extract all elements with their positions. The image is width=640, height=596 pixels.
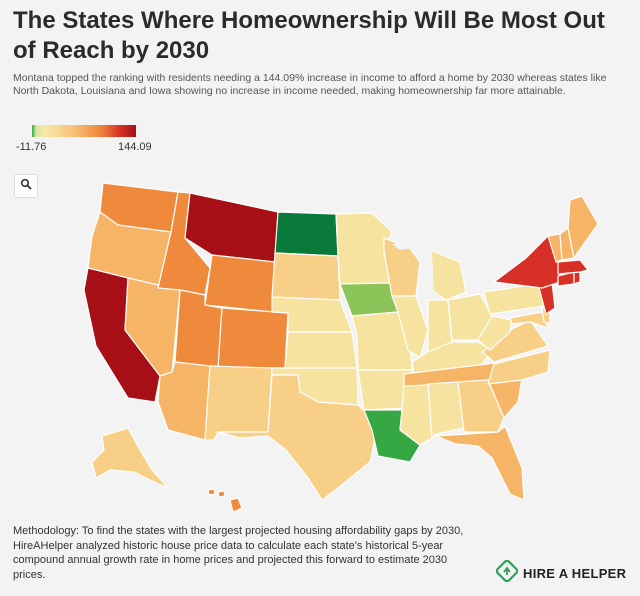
state-WY[interactable] [204, 254, 276, 313]
state-ME[interactable] [567, 195, 599, 259]
state-AZ[interactable] [157, 361, 211, 441]
brand-name: HIRE A HELPER [523, 566, 627, 581]
page-subtitle: Montana topped the ranking with resident… [13, 72, 607, 97]
state-WV[interactable] [477, 315, 513, 351]
map-search-button[interactable] [14, 174, 38, 198]
hireahelper-logo-icon [495, 559, 519, 587]
legend-max-label: 144.09 [118, 141, 152, 153]
state-AK[interactable] [91, 427, 169, 489]
lake-superior [392, 238, 432, 250]
state-PA[interactable] [483, 283, 545, 315]
legend-min-label: -11.76 [16, 141, 47, 153]
hireahelper-logo[interactable]: HIRE A HELPER [495, 559, 627, 587]
state-CO[interactable] [217, 307, 289, 369]
state-RI[interactable] [573, 271, 581, 285]
methodology-note: Methodology: To find the states with the… [13, 525, 464, 581]
state-MI[interactable] [429, 249, 467, 301]
state-KS[interactable] [284, 331, 358, 369]
state-IA[interactable] [339, 282, 399, 317]
state-HI-2[interactable] [217, 490, 226, 498]
state-HI-1[interactable] [207, 488, 216, 496]
state-GA[interactable] [457, 379, 505, 433]
state-FL[interactable] [435, 425, 525, 501]
state-AL[interactable] [427, 381, 465, 439]
state-MD[interactable] [509, 311, 549, 329]
state-NM[interactable] [204, 365, 273, 441]
state-NC[interactable] [487, 349, 551, 385]
state-SD[interactable] [271, 252, 341, 301]
page-title: The States Where Homeownership Will Be M… [13, 7, 605, 64]
search-icon [20, 177, 32, 195]
state-MT[interactable] [184, 192, 279, 263]
legend-gradient-bar [32, 125, 136, 137]
us-choropleth-map [83, 182, 599, 513]
state-HI-3[interactable] [229, 497, 243, 513]
lake-michigan [424, 252, 434, 298]
state-MA[interactable] [557, 259, 589, 275]
color-legend: -11.76 144.09 [16, 125, 152, 153]
state-ND[interactable] [274, 211, 339, 257]
state-TX[interactable] [217, 374, 379, 501]
